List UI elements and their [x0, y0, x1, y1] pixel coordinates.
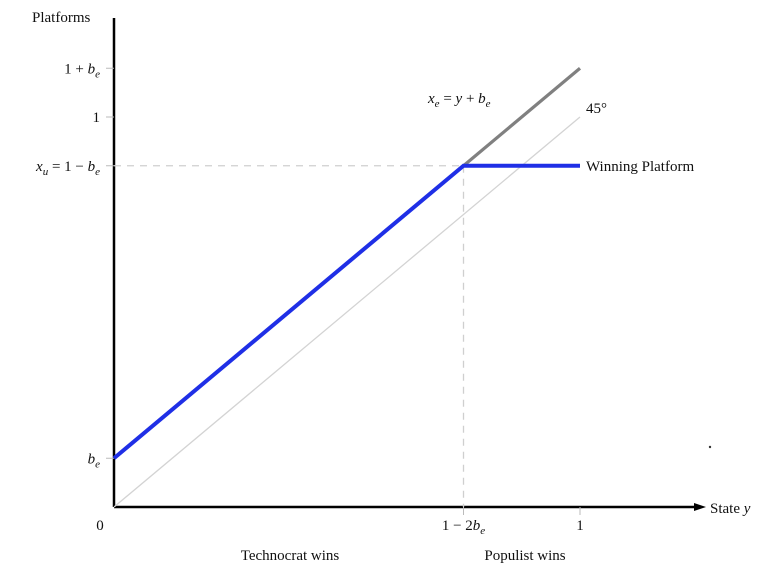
x-axis-arrow [694, 503, 706, 511]
y-tick-label: 1 + be [64, 61, 100, 80]
y-tick-label: be [88, 451, 101, 470]
y-tick-label: 1 [93, 110, 101, 126]
winning-platform-label: Winning Platform [586, 159, 694, 175]
x-axis-label: State y [710, 501, 751, 517]
axis-ticks: be xu = 1 − be 1 1 + be 0 1 − 2be 1 [35, 61, 584, 537]
gray-line-label: xe = y + be [427, 91, 491, 110]
x-tick-label: 0 [96, 518, 104, 534]
x-tick-label: 1 [576, 518, 584, 534]
series-line [462, 67, 582, 167]
region-populist-label: Populist wins [484, 548, 565, 564]
series-group [112, 67, 582, 508]
region-technocrat-label: Technocrat wins [241, 548, 340, 564]
y-tick-label: xu = 1 − be [35, 159, 100, 178]
diagonal-label: 45° [586, 101, 607, 117]
series-line [113, 116, 581, 508]
y-axis-label: Platforms [32, 10, 90, 26]
x-tick-label: 1 − 2be [442, 518, 485, 537]
series-line [112, 163, 580, 460]
stray-dot [708, 445, 712, 449]
